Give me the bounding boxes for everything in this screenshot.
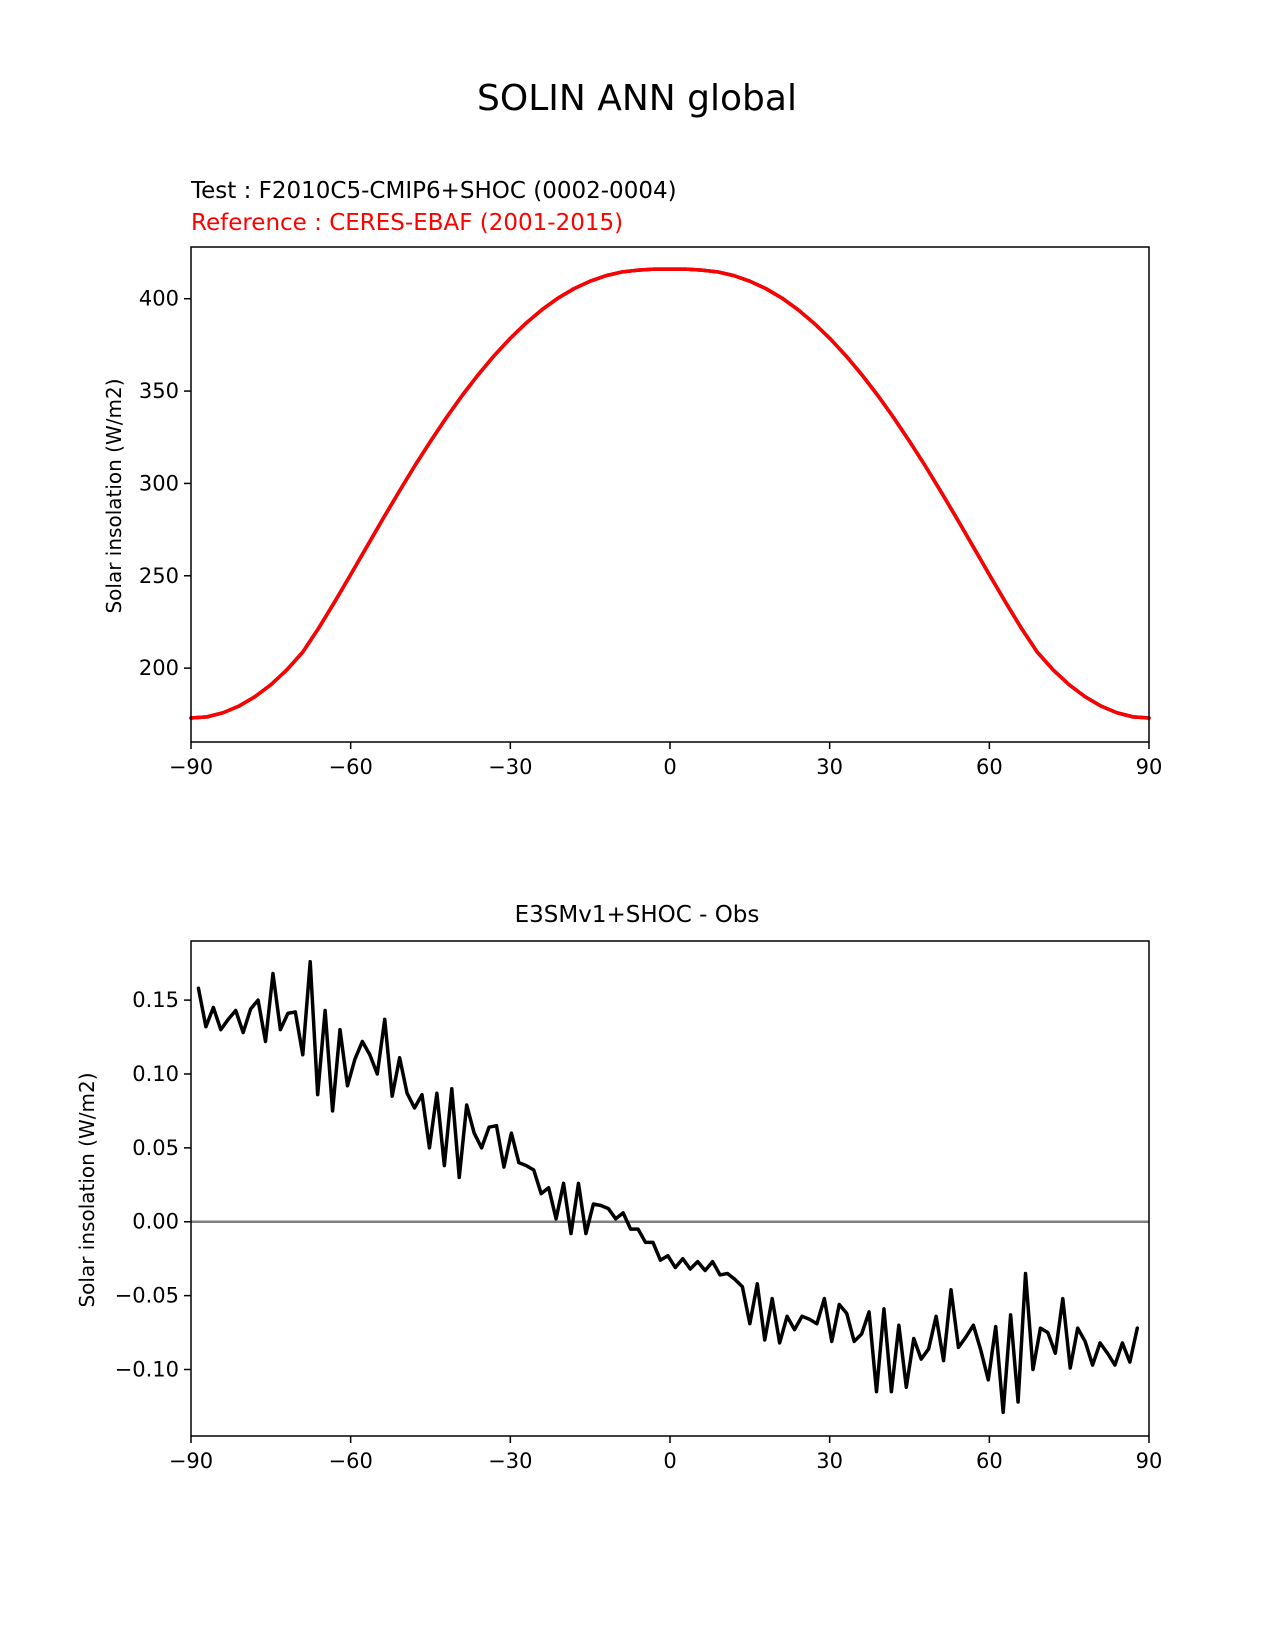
top-y-tick-label: 200 (139, 656, 179, 680)
figure-suptitle: SOLIN ANN global (477, 78, 797, 119)
top-series-line-1 (189, 267, 1151, 720)
bottom-y-tick-label: −0.10 (115, 1358, 179, 1382)
top-x-tick-label: −90 (169, 755, 213, 779)
top-series-line-0 (189, 267, 1151, 720)
panel-top-plot: Test : F2010C5-CMIP6+SHOC (0002-0004) Re… (102, 178, 1162, 779)
bottom-y-tick-label: 0.10 (132, 1062, 179, 1086)
top-x-tick-label: 0 (663, 755, 676, 779)
top-y-tick-label: 350 (139, 379, 179, 403)
top-y-tick-label: 300 (139, 471, 179, 495)
top-x-tick-label: 30 (816, 755, 843, 779)
bottom-axes-frame (190, 940, 1150, 1437)
bottom-y-tick-label: 0.15 (132, 988, 179, 1012)
top-x-tick-label: 90 (1136, 755, 1163, 779)
top-axes-frame (190, 246, 1150, 743)
bottom-series-line-0 (196, 959, 1140, 1415)
bottom-x-tick-label: 90 (1136, 1449, 1163, 1473)
top-y-tick-label: 250 (139, 564, 179, 588)
bottom-y-tick-label: −0.05 (115, 1284, 179, 1308)
bottom-x-tick-label: 0 (663, 1449, 676, 1473)
top-series-lines (189, 267, 1151, 720)
bottom-y-tick-label: 0.05 (132, 1136, 179, 1160)
panel-bottom-plot: E3SMv1+SHOC - Obs Solar insolation (W/m2… (75, 902, 1162, 1473)
bottom-x-tick-label: 30 (816, 1449, 843, 1473)
top-axes-ticks: −90 −60 −30 0 30 60 90 200 250 300 350 400 (139, 287, 1162, 779)
test-title: Test : F2010C5-CMIP6+SHOC (0002-0004) (190, 178, 677, 204)
bottom-x-tick-label: 60 (976, 1449, 1003, 1473)
top-x-tick-label: −30 (488, 755, 532, 779)
bottom-x-tick-label: −90 (169, 1449, 213, 1473)
top-y-tick-label: 400 (139, 287, 179, 311)
top-x-tick-label: −60 (329, 755, 373, 779)
top-y-axis-label: Solar insolation (W/m2) (102, 378, 126, 613)
bottom-y-tick-label: 0.00 (132, 1210, 179, 1234)
bottom-axes-ticks: −90 −60 −30 0 30 60 90 −0.10 −0.05 0.00 0.05 0.10 0.… (115, 988, 1163, 1473)
bottom-y-axis-label: Solar insolation (W/m2) (75, 1072, 99, 1307)
bottom-x-tick-label: −30 (488, 1449, 532, 1473)
top-x-tick-label: 60 (976, 755, 1003, 779)
bottom-series-lines (191, 959, 1149, 1415)
bottom-x-tick-label: −60 (329, 1449, 373, 1473)
reference-title: Reference : CERES-EBAF (2001-2015) (191, 210, 623, 236)
difference-title: E3SMv1+SHOC - Obs (515, 902, 760, 928)
